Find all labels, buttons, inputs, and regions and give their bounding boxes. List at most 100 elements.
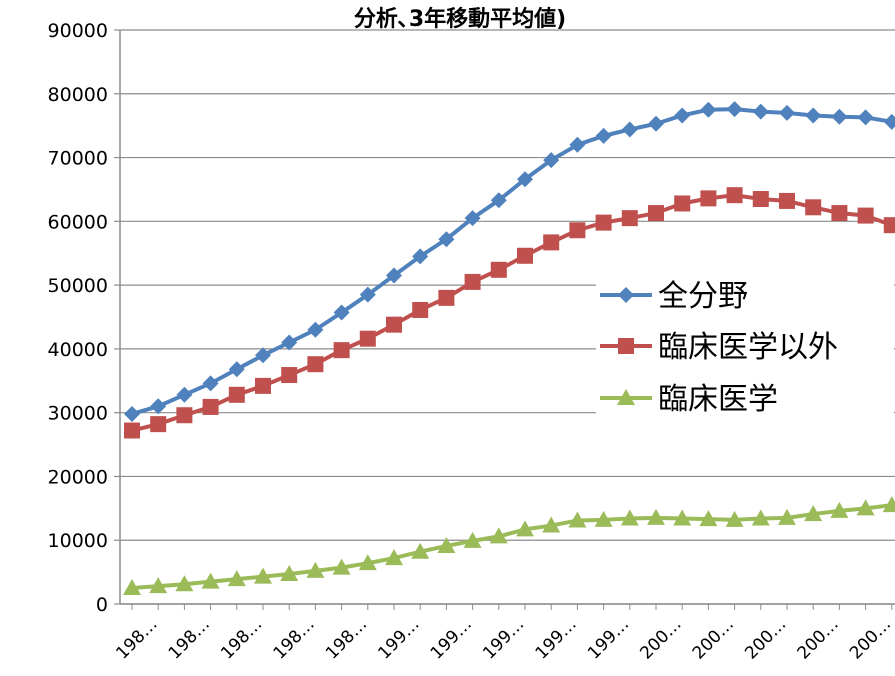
data-point	[857, 109, 874, 126]
data-point	[228, 386, 245, 403]
data-point	[333, 304, 350, 321]
legend-marker	[618, 287, 634, 303]
data-point	[490, 261, 507, 278]
data-point	[332, 558, 351, 575]
y-tick-label: 80000	[48, 84, 108, 106]
data-point	[831, 108, 848, 125]
y-tick-label: 90000	[48, 20, 108, 42]
data-point	[804, 505, 823, 522]
data-point	[726, 101, 743, 118]
data-point	[595, 214, 612, 231]
series	[123, 101, 895, 596]
legend-marker	[617, 389, 635, 405]
data-point	[175, 575, 194, 592]
data-point	[882, 496, 895, 513]
data-point	[463, 531, 482, 548]
data-point	[543, 152, 560, 169]
data-point	[280, 565, 299, 582]
data-point	[752, 191, 769, 208]
x-tick-label: 200…	[741, 614, 790, 663]
data-point	[254, 567, 272, 584]
data-point	[255, 347, 271, 364]
data-point	[412, 248, 429, 265]
legend-label: 臨床医学以外	[658, 330, 838, 365]
y-tick-label: 60000	[48, 211, 108, 233]
data-point	[386, 267, 402, 284]
data-point	[333, 342, 350, 359]
data-point	[752, 103, 769, 120]
data-point	[648, 115, 664, 132]
data-point	[359, 330, 376, 347]
x-tick-label: 198…	[112, 614, 161, 663]
data-point	[778, 508, 796, 525]
data-point	[202, 375, 219, 392]
y-tick-label: 70000	[48, 148, 108, 170]
data-point	[124, 405, 140, 422]
data-point	[411, 542, 430, 559]
data-point	[227, 570, 246, 587]
data-point	[228, 361, 245, 378]
data-point	[201, 572, 220, 589]
data-point	[857, 207, 874, 224]
series-line	[131, 503, 893, 591]
data-point	[281, 334, 298, 351]
y-tick-label: 10000	[48, 530, 108, 552]
y-tick-label: 20000	[48, 466, 108, 488]
data-point	[490, 192, 507, 209]
data-point	[176, 407, 193, 424]
data-point	[569, 136, 586, 153]
data-point	[620, 509, 639, 526]
legend-label: 臨床医学	[658, 382, 778, 417]
data-point	[123, 579, 141, 596]
data-point	[751, 509, 770, 526]
data-point	[673, 509, 692, 526]
x-tick-label: 198…	[322, 614, 371, 663]
x-tick-label: 199…	[374, 614, 423, 663]
y-tick-label: 50000	[48, 275, 108, 297]
data-point	[830, 501, 849, 518]
data-point	[255, 377, 271, 394]
data-point	[464, 273, 481, 290]
data-point	[621, 121, 638, 138]
data-point	[621, 210, 638, 227]
data-point	[516, 520, 534, 537]
data-point	[517, 171, 533, 188]
x-tick-label: 200…	[846, 614, 895, 663]
data-point	[438, 289, 455, 306]
data-point	[412, 301, 429, 318]
data-point	[700, 190, 717, 207]
data-point	[307, 321, 324, 338]
x-tick-label: 200…	[689, 614, 738, 663]
y-tick-label: 30000	[48, 403, 108, 425]
data-point	[569, 222, 586, 239]
data-point	[883, 217, 895, 234]
data-point	[517, 247, 533, 264]
data-point	[674, 195, 691, 212]
data-point	[805, 107, 822, 124]
data-point	[779, 192, 795, 209]
data-point	[437, 536, 456, 553]
data-point	[699, 510, 718, 527]
data-point	[359, 286, 376, 303]
data-point	[648, 205, 664, 222]
y-tick-label: 40000	[48, 339, 108, 361]
data-point	[489, 527, 508, 544]
data-point	[176, 386, 193, 403]
series-3	[123, 496, 895, 596]
x-tick-label: 199…	[427, 614, 476, 663]
x-tick-label: 199…	[584, 614, 633, 663]
x-tick-label: 199…	[479, 614, 528, 663]
x-tick-label: 198…	[270, 614, 319, 663]
data-point	[150, 416, 167, 433]
data-point	[307, 356, 324, 373]
x-tick-label: 200…	[636, 614, 685, 663]
data-point	[647, 508, 665, 525]
data-point	[831, 205, 848, 222]
data-point	[568, 511, 587, 528]
data-point	[386, 316, 402, 333]
data-point	[674, 107, 691, 124]
data-point	[726, 187, 743, 204]
legend-label: 全分野	[658, 279, 748, 314]
x-tick-label: 198…	[165, 614, 214, 663]
